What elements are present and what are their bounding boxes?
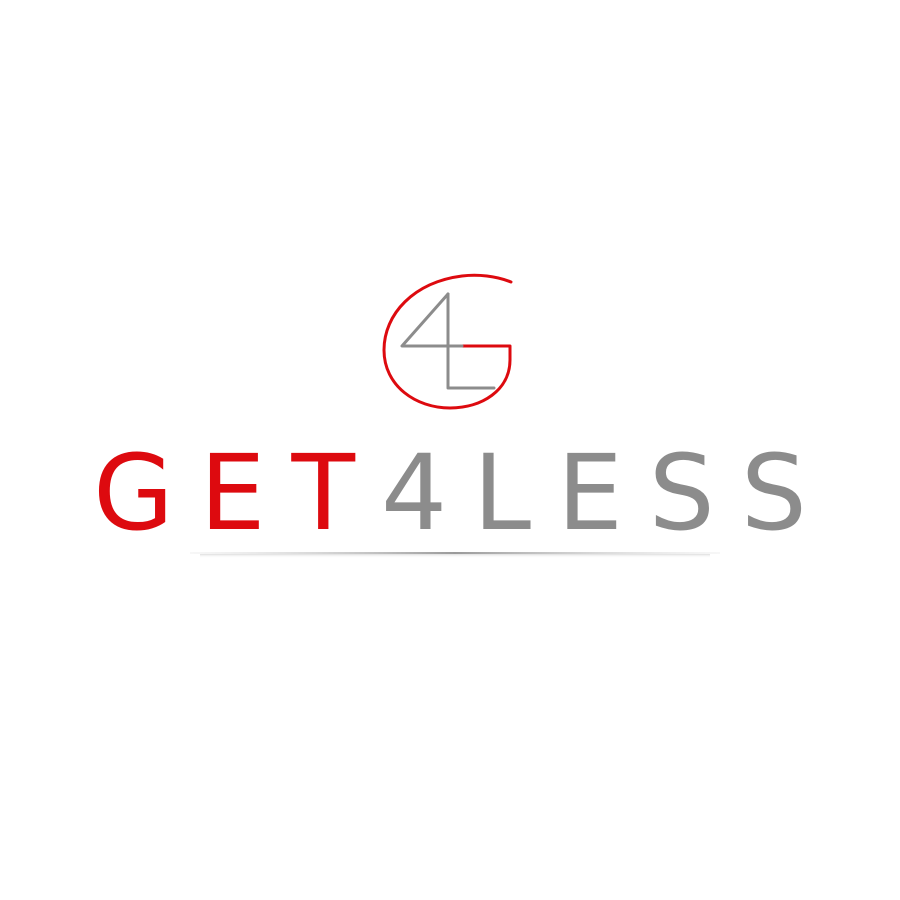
monogram-4g-icon bbox=[382, 273, 513, 410]
wordmark-4less: 4LESS bbox=[380, 432, 833, 554]
monogram-g-stroke bbox=[382, 273, 513, 410]
monogram-l-stroke bbox=[446, 292, 496, 390]
monogram-4-stroke bbox=[400, 292, 464, 348]
wordmark: GET4LESS bbox=[0, 438, 900, 548]
wordmark-get: GET bbox=[93, 432, 381, 554]
wordmark-underline bbox=[190, 552, 720, 558]
